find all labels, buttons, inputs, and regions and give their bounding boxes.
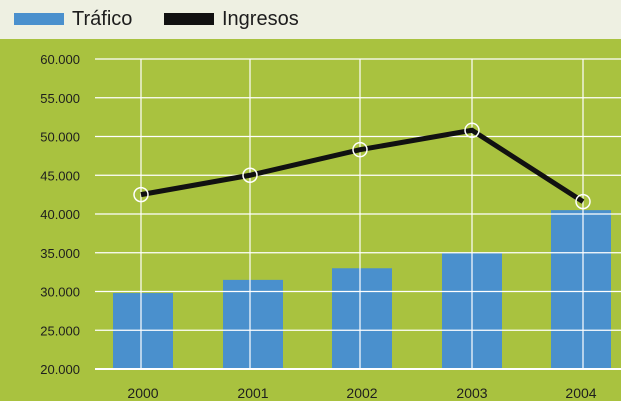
bar-2001 [223,279,283,369]
y-tick-label: 60.000 [40,52,80,67]
legend: Tráfico Ingresos [0,0,621,39]
ingresos-point-2004 [575,193,591,210]
ingresos-line [140,127,585,204]
legend-swatch-trafico [14,13,64,25]
y-tick-label: 20.000 [40,362,80,377]
x-tick-label-2002: 2002 [346,385,377,401]
x-tick-label-2003: 2003 [456,385,487,401]
ingresos-point-2002 [352,141,368,158]
legend-item-trafico: Tráfico [14,6,132,32]
x-tick-label-2000: 2000 [127,385,158,401]
legend-label-trafico: Tráfico [72,7,133,30]
y-tick-label: 55.000 [40,91,80,106]
y-tick-label: 30.000 [40,285,80,300]
y-tick-label: 40.000 [40,207,80,222]
bar-2004 [551,210,611,369]
legend-label-ingresos: Ingresos [222,7,299,30]
bar-2000 [113,293,173,369]
y-tick-label: 50.000 [40,130,80,145]
y-tick-label: 35.000 [40,246,80,261]
legend-swatch-ingresos [164,13,214,25]
y-tick-label: 45.000 [40,168,80,183]
bar-2002 [332,268,392,369]
x-tick-label-2004: 2004 [565,385,596,401]
x-tick-label-2001: 2001 [237,385,268,401]
ingresos-point-2000 [133,186,149,203]
y-tick-label: 25.000 [40,323,80,338]
ingresos-point-2001 [242,167,258,183]
ingresos-point-2003 [464,122,480,139]
legend-item-ingresos: Ingresos [164,6,299,32]
